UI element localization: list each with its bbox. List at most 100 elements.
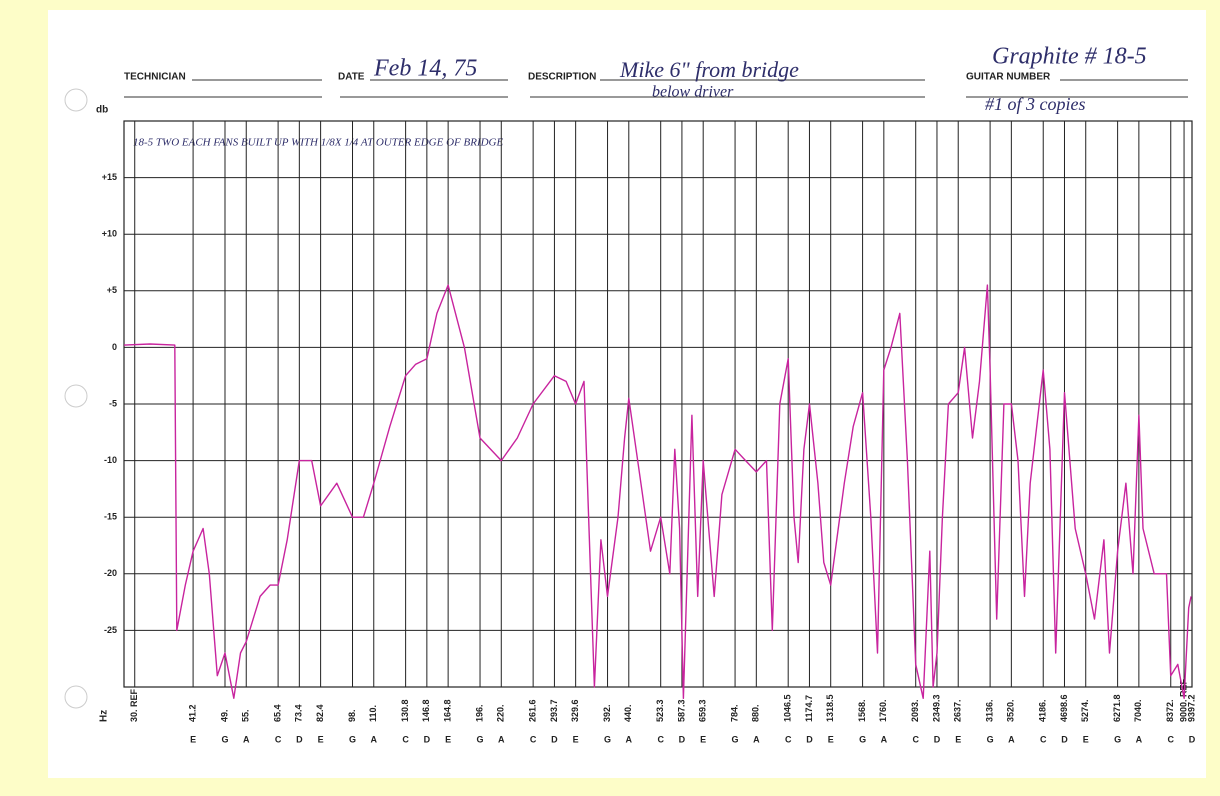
x-axis-label: Hz — [99, 710, 110, 722]
x-tick-label: 659.3 — [698, 699, 708, 722]
note-label: C — [1040, 734, 1047, 744]
note-label: G — [477, 734, 484, 744]
punch-hole — [64, 88, 88, 112]
y-tick-label: -25 — [104, 625, 117, 635]
note-label: G — [859, 734, 866, 744]
x-tick-label: 7040. — [1133, 699, 1143, 722]
annotation: 18-5 TWO EACH FANS BUILT UP WITH 1/8X 1/… — [133, 137, 503, 149]
y-tick-label: -20 — [104, 568, 117, 578]
form-lines — [124, 79, 1188, 98]
description-line: below driver — [652, 84, 734, 101]
y-tick-label: 0 — [112, 342, 117, 352]
x-tick-label: 261.6 — [528, 699, 538, 722]
description-label: DESCRIPTION — [528, 72, 596, 83]
y-tick-label: +15 — [102, 172, 117, 182]
x-tick-label: 55. — [241, 709, 251, 722]
note-label: C — [785, 734, 792, 744]
note-label: G — [349, 734, 356, 744]
note-label: D — [679, 734, 686, 744]
x-tick-label: 146.8 — [421, 699, 431, 722]
note-label: G — [987, 734, 994, 744]
note-label: A — [243, 734, 250, 744]
x-tick-label: 329.6 — [570, 699, 580, 722]
note-label: A — [371, 734, 378, 744]
x-tick-label: 880. — [751, 704, 761, 722]
note-label: D — [1189, 734, 1196, 744]
y-tick-label: -15 — [104, 512, 117, 522]
x-tick-label: 196. — [474, 704, 484, 722]
note-label: C — [657, 734, 664, 744]
x-tick-label: 110. — [368, 705, 378, 722]
x-tick-label: 9000. REF — [1178, 678, 1188, 722]
x-tick-label: 5274. — [1080, 699, 1090, 722]
note-label: A — [881, 734, 888, 744]
x-tick-label: 30. REF — [129, 688, 139, 722]
note-label: A — [498, 734, 505, 744]
x-tick-label: 587.3 — [676, 699, 686, 722]
note-label: E — [318, 734, 324, 744]
paper — [48, 10, 1206, 778]
x-tick-label: 65.4 — [272, 704, 282, 722]
note-label: D — [296, 734, 303, 744]
x-tick-label: 73.4 — [294, 704, 304, 722]
y-axis-label: db — [96, 105, 108, 116]
punch-hole — [64, 685, 88, 709]
note-label: E — [700, 734, 706, 744]
x-tick-label: 3136. — [984, 699, 994, 722]
x-tick-label: 49. — [219, 709, 229, 722]
x-tick-label: 523.3 — [655, 699, 665, 722]
note-label: E — [190, 734, 196, 744]
x-tick-label: 2093. — [910, 699, 920, 722]
response-line — [123, 284, 1192, 699]
note-label: G — [604, 734, 611, 744]
note-label: C — [1167, 734, 1174, 744]
note-label: C — [530, 734, 537, 744]
note-label: C — [275, 734, 282, 744]
x-tick-label: 392. — [602, 704, 612, 722]
note-label: D — [934, 734, 941, 744]
x-tick-label: 82.4 — [315, 704, 325, 722]
note-label: G — [1114, 734, 1121, 744]
note-label: A — [753, 734, 760, 744]
note-label: E — [573, 734, 579, 744]
guitar-number-label: GUITAR NUMBER — [966, 72, 1051, 83]
copies-note: #1 of 3 copies — [985, 94, 1086, 114]
note-label: A — [626, 734, 633, 744]
x-tick-label: 4186. — [1038, 699, 1048, 722]
note-label: C — [402, 734, 409, 744]
x-tick-label: 164.8 — [443, 699, 453, 722]
note-label: G — [732, 734, 739, 744]
note-label: G — [221, 734, 228, 744]
x-tick-label: 220. — [496, 704, 506, 722]
note-label: A — [1136, 734, 1143, 744]
note-label: E — [828, 734, 834, 744]
x-tick-label: 1318.5 — [825, 694, 835, 722]
note-label: E — [955, 734, 961, 744]
note-label: D — [551, 734, 558, 744]
x-tick-label: 1760. — [878, 699, 888, 722]
note-label: D — [424, 734, 431, 744]
x-tick-label: 4698.6 — [1059, 694, 1069, 722]
description-line: Mike 6" from bridge — [619, 57, 799, 82]
x-tick-label: 41.2 — [187, 704, 197, 722]
x-tick-label: 8372. — [1165, 699, 1175, 722]
note-label: D — [1061, 734, 1068, 744]
note-label: E — [1083, 734, 1089, 744]
punch-hole — [64, 384, 88, 408]
x-tick-label: 9397.2 — [1186, 694, 1196, 722]
x-tick-label: 2349.3 — [931, 694, 941, 722]
y-tick-label: -5 — [109, 398, 117, 408]
date-label: DATE — [338, 72, 365, 83]
y-tick-label: +10 — [102, 229, 117, 239]
x-tick-label: 98. — [347, 709, 357, 722]
note-label: D — [806, 734, 813, 744]
x-tick-label: 1046.5 — [783, 694, 793, 722]
x-tick-label: 784. — [729, 704, 739, 722]
date: Feb 14, 75 — [373, 56, 477, 82]
note-label: C — [912, 734, 919, 744]
x-tick-label: 3520. — [1006, 699, 1016, 722]
x-tick-label: 2637. — [953, 699, 963, 722]
x-tick-label: 6271.8 — [1112, 694, 1122, 722]
